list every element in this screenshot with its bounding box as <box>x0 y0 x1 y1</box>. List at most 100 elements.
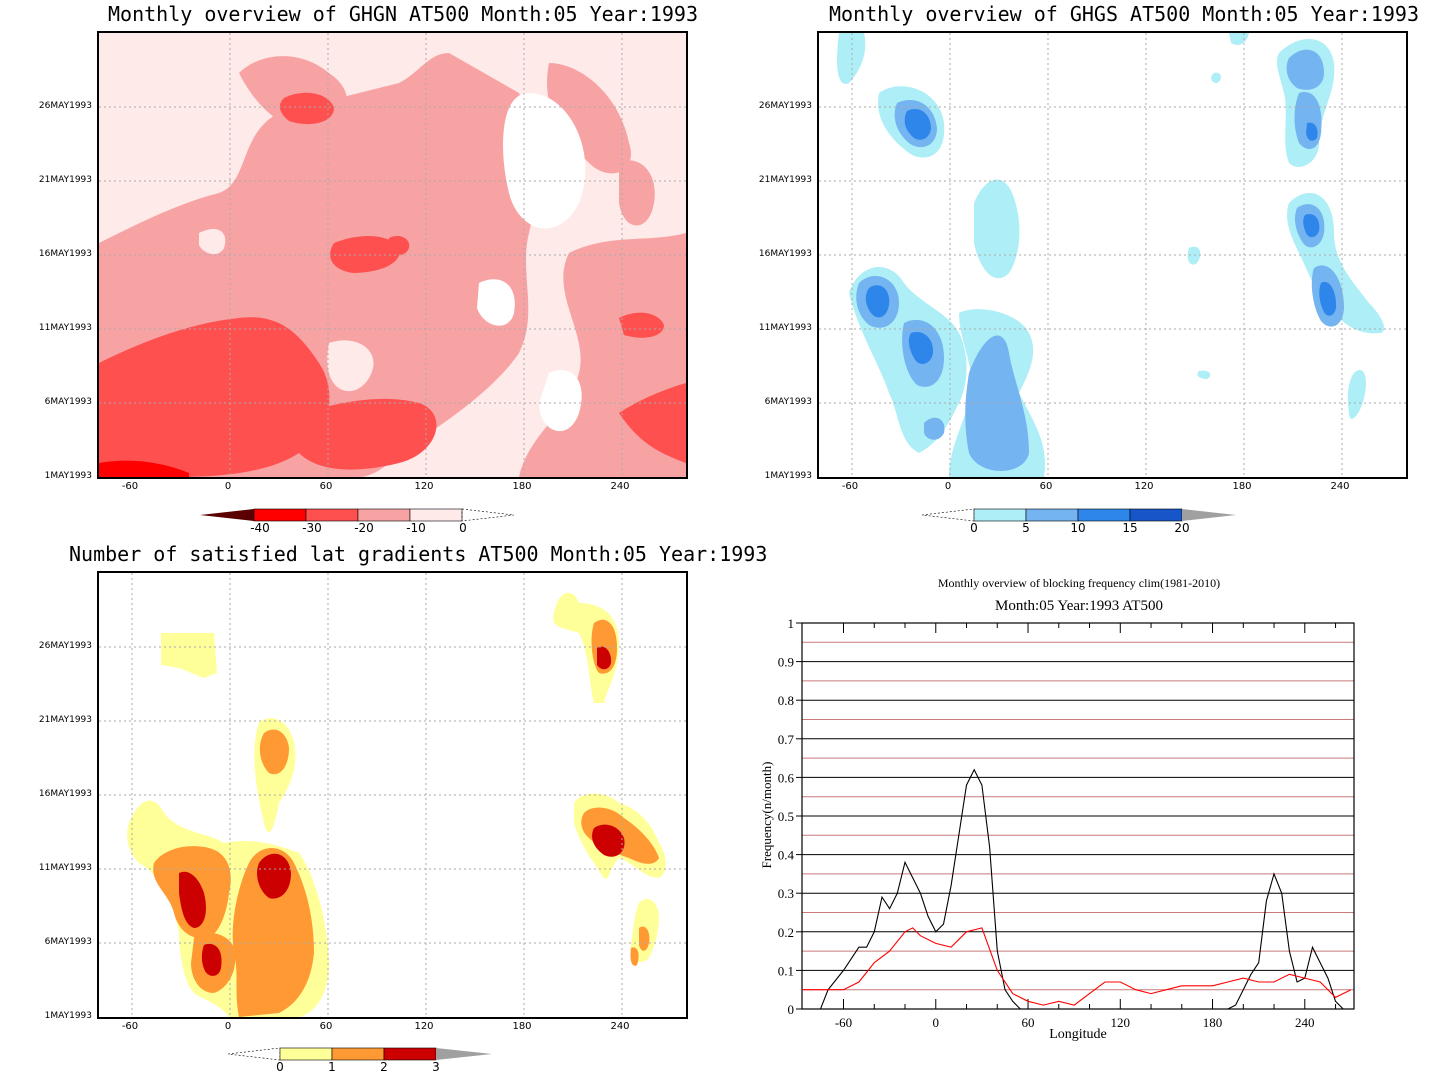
y-tick-label: 0.3 <box>778 886 794 901</box>
ghgn-fill-level-2b <box>299 398 437 470</box>
ghgs-plot <box>817 31 1408 479</box>
ghgn-xtick: 120 <box>414 481 434 492</box>
y-tick-label: 0 <box>788 1002 795 1017</box>
ghgs-ytick: 1MAY1993 <box>764 471 812 481</box>
ghgn-xtick: -60 <box>121 481 139 492</box>
ghgs-cb-label: 20 <box>1174 521 1190 535</box>
gradients-cb-swatch-2 <box>331 1047 385 1061</box>
gradients-ytick: 26MAY1993 <box>38 641 92 651</box>
ghgn-ytick: 6MAY1993 <box>44 397 92 407</box>
y-tick-label: 0.4 <box>778 848 795 863</box>
y-tick-label: 0.6 <box>778 770 795 785</box>
ghgn-gridlines <box>99 33 686 477</box>
ghgn-hole-b <box>327 340 374 392</box>
ghgs-ytick: 11MAY1993 <box>758 323 812 333</box>
ghgn-plot <box>97 31 688 479</box>
line-chart-subtitle: Month:05 Year:1993 AT500 <box>995 598 1163 614</box>
gradients-xtick: 180 <box>512 1021 532 1032</box>
ghgs-ytick: 21MAY1993 <box>758 175 812 185</box>
x-tick-label: 0 <box>933 1015 940 1030</box>
gradients-cb-swatch-4 <box>436 1048 492 1060</box>
gradients-cb-label: 3 <box>432 1060 440 1074</box>
line-chart-xlabel: Longitude <box>1049 1027 1107 1042</box>
gradients-cb-swatch-1 <box>279 1047 333 1061</box>
ghgs-xtick: -60 <box>841 481 859 492</box>
x-tick-label: 240 <box>1295 1015 1315 1030</box>
ghgn-ytick: 21MAY1993 <box>38 175 92 185</box>
gradients-ytick: 16MAY1993 <box>38 789 92 799</box>
ghgs-cb-label: 15 <box>1122 521 1138 535</box>
x-tick-label: 180 <box>1203 1015 1223 1030</box>
y-tick-label: 0.9 <box>778 655 794 670</box>
ghgn-fill-level-3 <box>99 460 189 477</box>
ghgn-fill-level-2f <box>619 312 664 338</box>
ghgn-xtick: 240 <box>610 481 630 492</box>
ghgn-cb-swatch-3 <box>357 508 411 522</box>
ghgn-cb-swatch-2 <box>305 508 359 522</box>
gradients-field <box>99 573 686 1017</box>
ghgn-xtick: 180 <box>512 481 532 492</box>
ghgn-fill-level-1c <box>547 63 631 174</box>
gradients-title: Number of satisfied lat gradients AT500 … <box>69 542 768 566</box>
ghgs-cb-swatch-4 <box>1129 508 1183 522</box>
series-line-red <box>802 927 1352 1006</box>
ghgn-ytick: 16MAY1993 <box>38 249 92 259</box>
gradients-xtick: 240 <box>610 1021 630 1032</box>
ghgn-title: Monthly overview of GHGN AT500 Month:05 … <box>108 2 699 26</box>
ghgn-cb-label: -20 <box>354 521 374 535</box>
ghgn-hole <box>199 228 226 255</box>
ghgs-cb-label: 10 <box>1070 521 1086 535</box>
gradients-gridlines <box>99 573 686 1017</box>
ghgs-title: Monthly overview of GHGS AT500 Month:05 … <box>829 2 1420 26</box>
x-tick-label: -60 <box>835 1015 852 1030</box>
x-tick-label: 120 <box>1111 1015 1131 1030</box>
ghgs-ytick: 26MAY1993 <box>758 101 812 111</box>
ghgn-cb-label: -30 <box>302 521 322 535</box>
ghgn-hole-e <box>539 369 582 432</box>
ghgn-cb-swatch-5 <box>461 508 515 522</box>
ghgs-ytick: 6MAY1993 <box>764 397 812 407</box>
ghgs-colorbar <box>922 508 1236 522</box>
ghgn-fill-level-2e <box>279 92 334 125</box>
ghgn-ytick: 1MAY1993 <box>44 471 92 481</box>
gradients-cb-label: 0 <box>276 1060 284 1074</box>
gradients-xtick: 0 <box>224 1021 232 1032</box>
ghgs-cb-label: 5 <box>1022 521 1030 535</box>
y-tick-label: 0.7 <box>778 732 795 747</box>
ghgn-cb-swatch-4 <box>409 508 463 522</box>
y-tick-label: 0.8 <box>778 693 794 708</box>
ghgn-fill-level-1e <box>619 160 655 226</box>
ghgs-field <box>819 33 1406 477</box>
ghgn-cb-swatch-1 <box>253 508 307 522</box>
x-tick-label: 60 <box>1022 1015 1035 1030</box>
gradients-xtick: -60 <box>121 1021 139 1032</box>
ghgn-cb-label: -40 <box>250 521 270 535</box>
gradients-cb-swatch-0 <box>228 1047 281 1061</box>
ghgs-cb-swatch-5 <box>1182 509 1236 521</box>
ghgs-cb-swatch-3 <box>1077 508 1131 522</box>
gradients-xtick: 120 <box>414 1021 434 1032</box>
gradients-ytick: 11MAY1993 <box>38 863 92 873</box>
ghgn-cb-swatch-0 <box>200 509 254 521</box>
ghgn-xtick: 0 <box>224 481 232 492</box>
ghgs-xtick: 120 <box>1134 481 1154 492</box>
ghgs-cb-swatch-2 <box>1025 508 1079 522</box>
ghgn-cb-label: 0 <box>459 521 467 535</box>
ghgs-ytick: 16MAY1993 <box>758 249 812 259</box>
line-chart-title: Monthly overview of blocking frequency c… <box>937 576 1221 590</box>
ghgn-xtick: 60 <box>319 481 333 492</box>
y-tick-label: 0.5 <box>778 809 794 824</box>
gradients-xtick: 60 <box>319 1021 333 1032</box>
gradients-ytick: 1MAY1993 <box>44 1011 92 1021</box>
series-line-black <box>812 768 1351 1010</box>
ghgs-xtick: 60 <box>1039 481 1053 492</box>
ghgs-xtick: 0 <box>944 481 952 492</box>
ghgn-fill-level-2 <box>99 317 330 477</box>
gradients-cb-swatch-3 <box>383 1047 437 1061</box>
ghgs-cb-label: 0 <box>970 521 978 535</box>
y-tick-label: 0.2 <box>778 925 794 940</box>
ghgn-ytick: 11MAY1993 <box>38 323 92 333</box>
line-chart: 0 0.1 0.2 0.3 0.4 0.5 0.6 0.7 0.8 0.9 1 -60 0 60 120 18… <box>778 616 1355 1030</box>
ghgn-hole-d <box>477 279 515 326</box>
y-tick-label: 1 <box>788 616 795 631</box>
